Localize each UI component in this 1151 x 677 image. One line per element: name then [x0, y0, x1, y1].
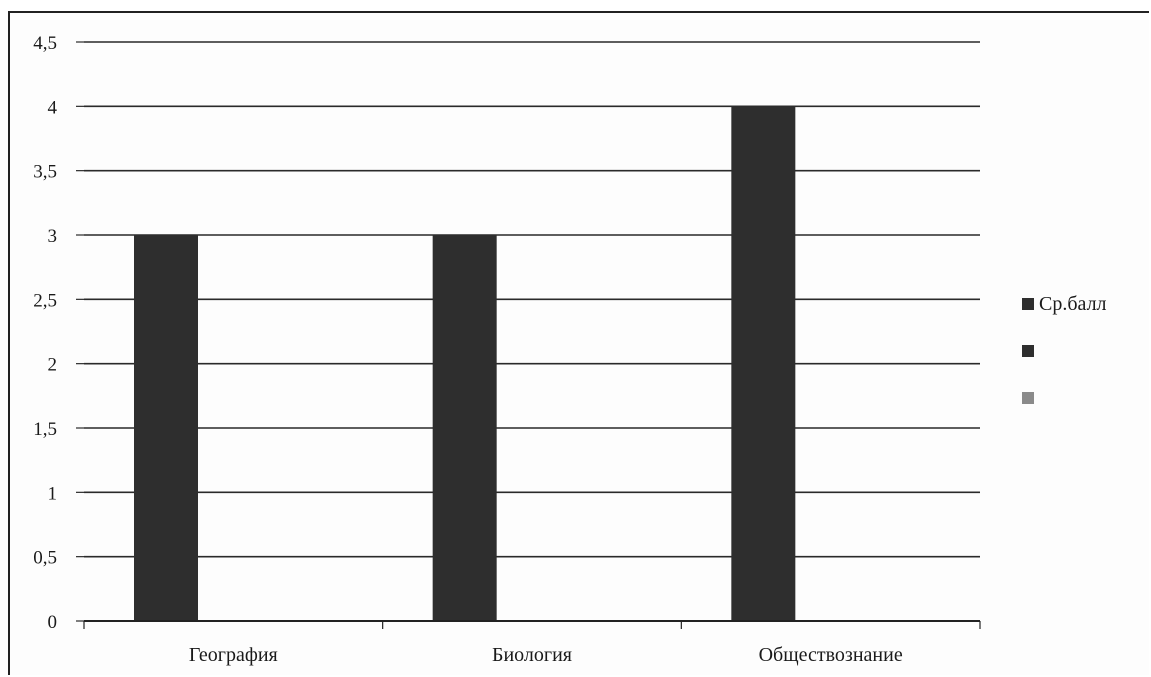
y-tick-label: 3	[48, 226, 58, 247]
legend-swatch	[1022, 392, 1034, 404]
legend-swatch	[1022, 345, 1034, 357]
bar	[134, 235, 198, 621]
y-tick-label: 1	[48, 483, 58, 504]
y-axis-ticks: 0 0,5 1 1,5 2 2,5 3 3,5 4 4,5	[33, 33, 84, 633]
bar	[731, 106, 796, 622]
x-category-label: География	[189, 644, 278, 666]
y-tick-label: 3,5	[33, 162, 57, 183]
x-category-label: Биология	[492, 644, 572, 666]
gridlines	[84, 41, 980, 558]
x-axis-ticks: География Биология Обществознание	[83, 621, 981, 666]
y-tick-label: 1,5	[33, 419, 57, 440]
bars	[134, 106, 796, 622]
y-tick-label: 2	[48, 355, 58, 376]
x-category-label: Обществознание	[759, 644, 903, 666]
y-tick-label: 4,5	[33, 33, 57, 54]
chart-frame	[8, 11, 1149, 675]
bar	[432, 235, 497, 621]
y-tick-label: 4	[48, 97, 58, 118]
legend-swatch	[1022, 298, 1034, 310]
y-tick-label: 2,5	[33, 290, 57, 311]
legend-label: Ср.балл	[1039, 293, 1107, 315]
legend: Ср.балл	[1022, 293, 1107, 404]
y-tick-label: 0,5	[33, 548, 57, 569]
y-tick-label: 0	[48, 612, 58, 633]
